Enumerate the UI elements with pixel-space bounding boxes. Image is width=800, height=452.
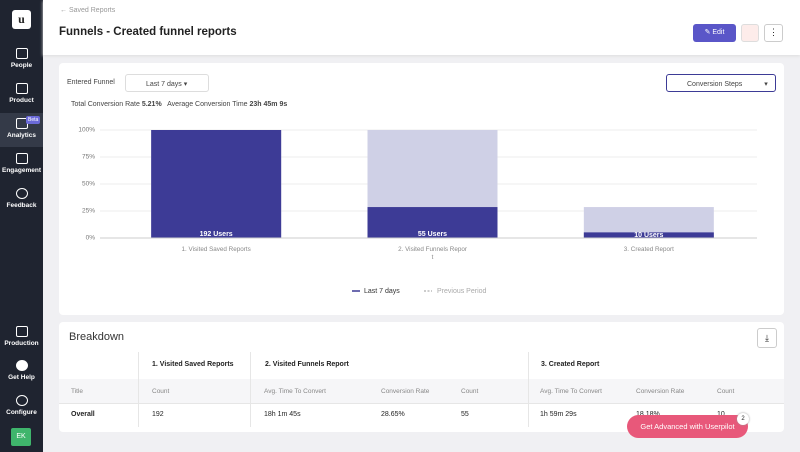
nav-label: Engagement [1, 167, 41, 174]
rate-label: Total Conversion Rate [71, 101, 140, 108]
legend-label: Previous Period [437, 288, 487, 295]
nav-label: Production [4, 340, 39, 347]
y-tick-label: 100% [78, 127, 95, 134]
column-header: Title [71, 388, 84, 395]
nav-item[interactable]: Get Help [0, 360, 43, 381]
x-tick-label: 3. Created Report [623, 246, 674, 253]
back-label: Saved Reports [68, 7, 116, 14]
cta-badge: 2 [737, 413, 749, 425]
nav-label: Analytics [7, 132, 36, 139]
table-cell: 18.18% [636, 411, 660, 418]
x-tick-label: 1. Visited Saved Reports [181, 246, 251, 253]
back-link[interactable]: ← Saved Reports [60, 7, 116, 14]
legend-label: Last 7 days [364, 288, 400, 295]
more-button[interactable]: ⋮ [764, 24, 783, 42]
col-divider [250, 352, 251, 427]
row-border [59, 403, 784, 404]
cta-button[interactable]: Get Advanced with Userpilot [627, 415, 748, 438]
col-divider [528, 352, 529, 427]
breakdown-title: Breakdown [69, 331, 125, 343]
logo[interactable]: u [12, 10, 31, 29]
time-value: 23h 45m 9s [249, 101, 288, 108]
subheader-bg [59, 379, 784, 403]
table-cell: 10 [717, 411, 725, 418]
nav-item[interactable]: Engagement [0, 153, 43, 174]
x-label-box: 3. Created Report [623, 246, 674, 253]
nav-item[interactable]: Production [0, 326, 43, 347]
edit-button[interactable]: ✎ Edit [693, 24, 736, 42]
date-dropdown[interactable]: Last 7 days ▾ [125, 74, 209, 92]
col-divider [138, 352, 139, 427]
column-header: Count [461, 388, 479, 395]
view-dropdown[interactable]: Conversion Steps ▾ [666, 74, 776, 92]
table-cell: 55 [461, 411, 469, 418]
y-tick-label: 25% [82, 208, 95, 215]
x-label-box: 2. Visited Funnels Report [398, 246, 467, 261]
view-label: Conversion Steps [687, 81, 743, 88]
bar-label: 55 Users [418, 231, 447, 238]
nav-label: Product [9, 97, 34, 104]
edit-label: Edit [712, 29, 725, 36]
bar [367, 207, 498, 238]
y-tick-label: 75% [82, 154, 95, 161]
bar-label: 10 Users [634, 232, 663, 239]
group-header: 3. Created Report [541, 361, 600, 368]
rate-value: 5.21% [141, 101, 162, 108]
table-cell: 28.65% [381, 411, 405, 418]
nav-item[interactable]: Configure [0, 395, 43, 416]
group-header: 2. Visited Funnels Report [265, 361, 349, 368]
breakdown-card [59, 322, 784, 432]
nav-item[interactable]: People [0, 48, 43, 69]
group-header: 1. Visited Saved Reports [152, 361, 234, 368]
x-tick-label: 2. Visited Funnels Report [398, 246, 467, 261]
column-header: Count [152, 388, 170, 395]
nav-item[interactable]: Product [0, 83, 43, 104]
filter-label: Entered Funnel [67, 79, 115, 86]
column-header: Conversion Rate [381, 388, 430, 395]
nav-item[interactable]: Feedback [0, 188, 43, 209]
time-label: Average Conversion Time [167, 101, 248, 108]
bar-label: 192 Users [200, 231, 233, 238]
column-header: Conversion Rate [636, 388, 685, 395]
table-cell: 192 [152, 411, 164, 418]
date-label: Last 7 days [146, 81, 182, 88]
sidebar: u People Product Analytics Beta Engageme… [0, 0, 43, 452]
bar [583, 232, 714, 238]
bar [151, 130, 282, 238]
avatar[interactable]: EK [11, 428, 31, 446]
nav-label: Get Help [8, 374, 35, 381]
summary: Total Conversion Rate 5.21% Average Conv… [71, 101, 287, 108]
download-button[interactable]: ⤓ [757, 328, 777, 348]
column-header: Avg. Time To Convert [540, 388, 602, 395]
nav-label: Configure [6, 409, 37, 416]
beta-badge: Beta [26, 116, 41, 124]
table-cell: 1h 59m 29s [540, 411, 577, 418]
table-cell: Overall [71, 411, 95, 418]
y-tick-label: 50% [82, 181, 95, 188]
nav-label: People [10, 62, 33, 69]
column-header: Avg. Time To Convert [264, 388, 326, 395]
header [43, 0, 800, 55]
page-title: Funnels - Created funnel reports [59, 26, 237, 38]
y-tick-label: 0% [86, 235, 96, 242]
column-header: Count [717, 388, 735, 395]
cta-label: Get Advanced with Userpilot [640, 422, 735, 431]
share-button[interactable] [741, 24, 759, 42]
nav-label: Feedback [6, 202, 37, 209]
table-cell: 18h 1m 45s [264, 411, 301, 418]
x-label-box: 1. Visited Saved Reports [181, 246, 251, 253]
